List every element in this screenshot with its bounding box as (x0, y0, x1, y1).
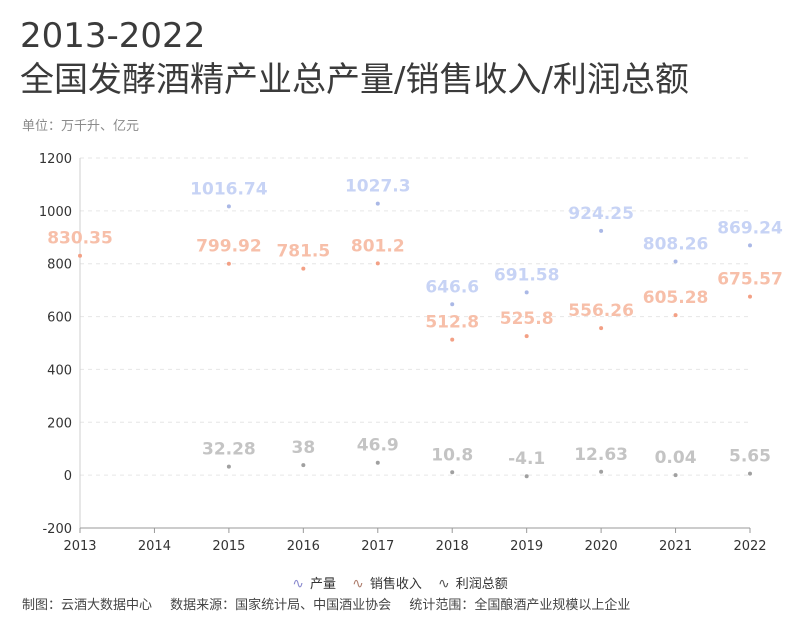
footer-scope: 统计范围：全国酿酒产业规模以上企业 (409, 598, 631, 613)
x-tick-label: 2017 (361, 539, 394, 554)
data-point (450, 470, 455, 475)
data-label: 46.9 (357, 436, 399, 456)
y-tick-label: 1000 (39, 205, 72, 220)
y-tick-label: 800 (47, 258, 72, 273)
data-point (375, 460, 380, 465)
data-label: 808.26 (643, 235, 709, 255)
data-label: -4.1 (508, 449, 545, 469)
data-label: 10.8 (431, 445, 473, 465)
chart-title: 2013-2022 全国发酵酒精产业总产量/销售收入/利润总额 (20, 14, 780, 102)
data-point (599, 228, 604, 233)
x-tick-label: 2021 (659, 539, 692, 554)
unit-subtitle: 单位：万千升、亿元 (22, 119, 140, 134)
data-point (375, 201, 380, 206)
data-point (748, 471, 752, 476)
data-label: 38 (291, 438, 315, 458)
data-point (748, 243, 752, 248)
legend-label-revenue: 销售收入 (369, 577, 422, 592)
data-label: 525.8 (500, 309, 554, 329)
data-point (599, 469, 604, 474)
y-tick-label: -200 (42, 522, 72, 537)
data-point (226, 204, 231, 209)
title-years: 2013-2022 (20, 16, 206, 56)
data-label: 32.28 (202, 440, 256, 460)
data-point (673, 473, 678, 478)
x-tick-label: 2016 (287, 539, 320, 554)
data-point (450, 302, 455, 307)
y-tick-label: 600 (47, 311, 72, 326)
data-point (524, 290, 529, 295)
y-tick-label: 200 (47, 416, 72, 431)
legend-item-profit[interactable]: ∿ 利润总额 (438, 573, 508, 592)
data-point (301, 463, 306, 468)
data-label: 924.25 (568, 204, 634, 224)
data-point (450, 337, 455, 342)
data-label: 869.24 (717, 218, 783, 238)
data-point (673, 259, 678, 264)
data-label: 12.63 (574, 445, 628, 465)
legend: ∿ 产量 ∿ 销售收入 ∿ 利润总额 (0, 573, 800, 592)
data-point (375, 261, 380, 266)
data-label: 5.65 (729, 447, 771, 467)
data-point (226, 464, 231, 469)
wave-icon: ∿ (292, 576, 304, 592)
data-label: 830.35 (47, 229, 113, 249)
data-label: 1016.74 (190, 179, 268, 199)
data-label: 801.2 (351, 236, 405, 256)
data-label: 512.8 (425, 313, 479, 333)
footer-maker: 制图：云酒大数据中心 (22, 598, 153, 613)
data-point (78, 253, 82, 258)
data-label: 646.6 (425, 277, 479, 297)
legend-item-revenue[interactable]: ∿ 销售收入 (352, 573, 422, 592)
y-tick-label: 1200 (39, 152, 72, 167)
data-label: 1027.3 (345, 177, 411, 197)
x-tick-label: 2018 (436, 539, 469, 554)
x-tick-label: 2020 (585, 539, 618, 554)
data-label: 675.57 (717, 270, 783, 290)
x-tick-label: 2015 (212, 539, 245, 554)
data-point (599, 326, 604, 331)
footer-notes: 制图：云酒大数据中心 数据来源：国家统计局、中国酒业协会 统计范围：全国酿酒产业… (22, 594, 644, 613)
x-tick-label: 2014 (138, 539, 171, 554)
legend-label-profit: 利润总额 (455, 577, 508, 592)
data-label: 556.26 (568, 301, 634, 321)
data-point (673, 313, 678, 318)
data-point (301, 266, 306, 271)
data-label: 781.5 (276, 242, 330, 262)
x-tick-label: 2013 (63, 539, 96, 554)
title-main: 全国发酵酒精产业总产量/销售收入/利润总额 (20, 60, 689, 100)
y-tick-label: 400 (47, 363, 72, 378)
x-tick-label: 2022 (733, 539, 766, 554)
data-label: 799.92 (196, 237, 262, 257)
data-label: 691.58 (494, 265, 560, 285)
scatter-chart: -200 0 200 400 600 800 1000 1200 2013 2014 2015 201… (39, 152, 783, 554)
data-point (524, 474, 529, 479)
wave-icon: ∿ (352, 576, 364, 592)
footer-source: 数据来源：国家统计局、中国酒业协会 (170, 598, 392, 613)
data-point (226, 261, 231, 266)
x-tick-label: 2019 (510, 539, 543, 554)
data-label: 0.04 (655, 448, 697, 468)
wave-icon: ∿ (438, 576, 450, 592)
data-point (524, 334, 529, 339)
data-label: 605.28 (643, 288, 709, 308)
y-tick-label: 0 (64, 469, 72, 484)
legend-label-output: 产量 (309, 577, 336, 592)
data-point (748, 294, 752, 299)
legend-item-output[interactable]: ∿ 产量 (292, 573, 336, 592)
